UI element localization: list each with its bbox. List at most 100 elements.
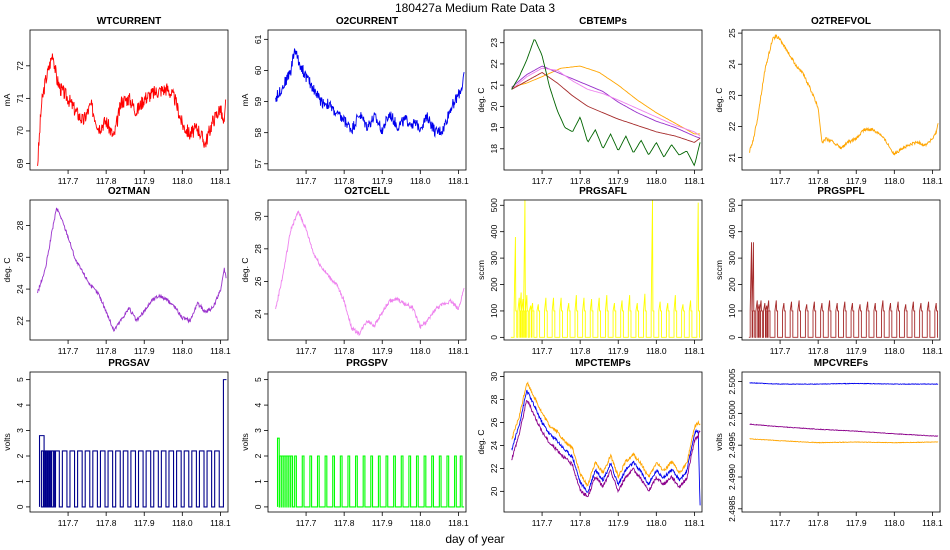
panel-title: O2TMAN bbox=[108, 186, 150, 197]
x-tick-label: 117.7 bbox=[296, 518, 317, 528]
panel-title: O2TREFVOL bbox=[811, 16, 871, 27]
x-tick-label: 118.0 bbox=[410, 176, 431, 186]
series-line-maroon bbox=[511, 71, 701, 143]
series-line-prgspv bbox=[276, 437, 465, 508]
y-tick-label: 24 bbox=[253, 309, 263, 319]
panel-title: PRGSPFL bbox=[817, 186, 864, 197]
x-tick-label: 117.9 bbox=[846, 346, 867, 356]
chart-panel-wtcurrent: WTCURRENT 117.7 117.8 117.9 118.0 118.1 69 70 71… bbox=[2, 16, 231, 186]
series-line-o2tman bbox=[37, 207, 227, 332]
x-tick-label: 117.9 bbox=[608, 176, 629, 186]
x-tick-label: 117.8 bbox=[96, 346, 117, 356]
series-line-blue bbox=[511, 389, 701, 506]
y-tick-label: 28 bbox=[253, 244, 263, 254]
y-tick-label: 200 bbox=[727, 277, 737, 291]
y-tick-label: 2 bbox=[253, 453, 263, 458]
y-axis-label: deg. C bbox=[476, 87, 486, 112]
x-tick-label: 118.1 bbox=[210, 518, 231, 528]
x-tick-label: 117.8 bbox=[570, 346, 591, 356]
y-axis-label: volts bbox=[714, 433, 724, 450]
panel-title: O2CURRENT bbox=[336, 16, 398, 27]
plot-frame bbox=[503, 371, 703, 513]
y-tick-label: 5 bbox=[15, 377, 25, 382]
series-group bbox=[37, 207, 227, 332]
series-line-o2tcell bbox=[275, 210, 465, 337]
y-tick-label: 22 bbox=[727, 121, 737, 131]
y-tick-label: 500 bbox=[489, 198, 499, 212]
y-tick-label: 18 bbox=[489, 144, 499, 154]
y-tick-label: 300 bbox=[489, 251, 499, 265]
plot-frame bbox=[29, 29, 229, 171]
series-line-orange bbox=[511, 65, 701, 135]
series-group bbox=[275, 48, 465, 138]
x-tick-label: 118.0 bbox=[172, 346, 193, 356]
y-tick-label: 23 bbox=[727, 90, 737, 100]
panel-title: PRGSAFL bbox=[579, 186, 627, 197]
x-tick-label: 118.0 bbox=[410, 346, 431, 356]
y-tick-label: 20 bbox=[489, 101, 499, 111]
y-tick-label: 500 bbox=[727, 198, 737, 212]
series-line-o2trefvol bbox=[749, 34, 939, 156]
x-tick-label: 118.1 bbox=[684, 518, 705, 528]
x-tick-label: 118.1 bbox=[684, 176, 705, 186]
panel-title: O2TCELL bbox=[344, 186, 390, 197]
y-tick-label: 61 bbox=[253, 34, 263, 44]
x-tick-label: 117.9 bbox=[372, 346, 393, 356]
x-tick-label: 117.9 bbox=[134, 518, 155, 528]
series-group bbox=[510, 200, 701, 338]
x-tick-label: 117.8 bbox=[570, 176, 591, 186]
x-tick-label: 118.0 bbox=[172, 518, 193, 528]
series-line-prgsav bbox=[38, 379, 227, 508]
x-tick-label: 117.8 bbox=[334, 518, 355, 528]
chart-panel-prgspfl: PRGSPFL 117.7 117.8 117.9 118.0 118.1 0 100 200 3… bbox=[714, 186, 943, 356]
x-tick-label: 117.7 bbox=[58, 346, 79, 356]
figure-title: 180427a Medium Rate Data 3 bbox=[395, 1, 555, 15]
y-axis-label: deg. C bbox=[476, 429, 486, 454]
x-tick-label: 117.9 bbox=[134, 346, 155, 356]
y-tick-label: 57 bbox=[253, 159, 263, 169]
x-tick-label: 117.8 bbox=[96, 176, 117, 186]
panel-title: MPCTEMPs bbox=[575, 358, 631, 369]
x-tick-label: 117.7 bbox=[58, 176, 79, 186]
x-tick-label: 118.0 bbox=[410, 518, 431, 528]
y-axis-label: mA bbox=[2, 93, 12, 106]
y-tick-label: 2.4995 bbox=[727, 432, 737, 458]
y-tick-label: 400 bbox=[489, 224, 499, 238]
y-tick-label: 60 bbox=[253, 65, 263, 75]
y-tick-label: 25 bbox=[727, 28, 737, 38]
chart-panel-o2tcell: O2TCELL 117.7 117.8 117.9 118.0 118.1 24 26 28 30… bbox=[240, 186, 469, 356]
x-tick-label: 117.8 bbox=[808, 346, 829, 356]
chart-panel-o2current: O2CURRENT 117.7 117.8 117.9 118.0 118.1 57 58 59… bbox=[240, 16, 469, 186]
x-tick-label: 118.1 bbox=[448, 518, 469, 528]
y-tick-label: 24 bbox=[15, 284, 25, 294]
y-tick-label: 28 bbox=[15, 220, 25, 230]
y-tick-label: 23 bbox=[489, 38, 499, 48]
series-line-blue bbox=[749, 382, 939, 385]
x-tick-label: 118.0 bbox=[646, 176, 667, 186]
y-tick-label: 22 bbox=[489, 59, 499, 69]
y-axis-label: sccm bbox=[476, 260, 486, 280]
x-tick-label: 117.7 bbox=[770, 518, 791, 528]
x-tick-label: 117.9 bbox=[134, 176, 155, 186]
y-tick-label: 4 bbox=[15, 402, 25, 407]
y-tick-label: 19 bbox=[489, 123, 499, 133]
y-tick-label: 24 bbox=[489, 440, 499, 450]
series-line-prgsafl bbox=[510, 200, 701, 338]
plot-frame bbox=[267, 371, 467, 513]
x-tick-label: 117.9 bbox=[372, 176, 393, 186]
x-tick-label: 117.8 bbox=[570, 518, 591, 528]
x-tick-label: 118.1 bbox=[684, 346, 705, 356]
x-tick-label: 117.7 bbox=[532, 518, 553, 528]
y-tick-label: 21 bbox=[489, 80, 499, 90]
y-tick-label: 2.5005 bbox=[727, 368, 737, 394]
series-group bbox=[276, 437, 465, 508]
plot-frame bbox=[503, 29, 703, 171]
x-tick-label: 118.1 bbox=[448, 346, 469, 356]
y-tick-label: 3 bbox=[253, 428, 263, 433]
chart-panel-o2tman: O2TMAN 117.7 117.8 117.9 118.0 118.1 22 24 26 28 d… bbox=[2, 186, 231, 356]
y-tick-label: 1 bbox=[15, 479, 25, 484]
x-tick-label: 118.1 bbox=[922, 518, 943, 528]
y-tick-label: 30 bbox=[489, 372, 499, 382]
series-line-o2current bbox=[275, 48, 465, 138]
